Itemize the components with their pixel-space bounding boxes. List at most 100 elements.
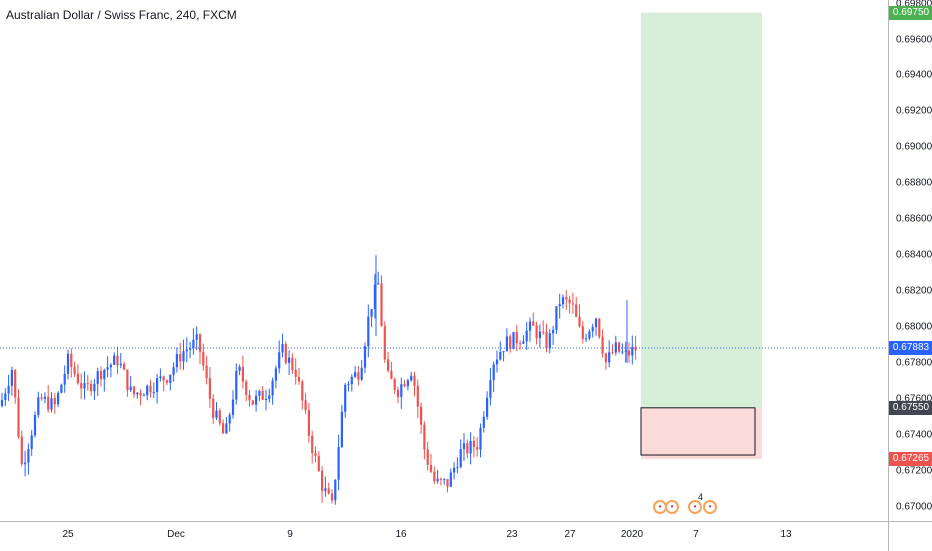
candle xyxy=(548,329,551,354)
candle xyxy=(525,321,528,351)
candle xyxy=(99,366,103,387)
price-tick-label: 0.69000 xyxy=(896,141,932,153)
candle xyxy=(222,419,225,434)
time-tick-label: 2020 xyxy=(620,529,644,540)
candle xyxy=(63,365,66,393)
chart-area[interactable]: Australian Dollar / Swiss Franc, 240, FX… xyxy=(0,0,888,521)
candle xyxy=(327,482,330,495)
candle xyxy=(165,379,169,386)
candle xyxy=(618,341,621,354)
candle xyxy=(367,304,370,358)
candle xyxy=(420,402,423,434)
candle xyxy=(301,379,304,410)
candle xyxy=(588,329,591,341)
price-tick-label: 0.69400 xyxy=(896,69,932,81)
candle xyxy=(212,394,215,424)
target-zone xyxy=(641,12,762,408)
candle xyxy=(136,391,139,399)
time-tick-label: 7 xyxy=(693,529,699,540)
candle xyxy=(476,437,479,457)
candle xyxy=(410,371,413,382)
candle xyxy=(20,430,23,467)
candle xyxy=(522,335,525,345)
candlestick-chart[interactable] xyxy=(0,0,888,521)
candle xyxy=(297,368,301,385)
candle xyxy=(146,384,149,401)
candle xyxy=(634,335,637,360)
candle xyxy=(228,412,231,432)
candle xyxy=(169,374,172,391)
price-tick-label: 0.68000 xyxy=(896,321,932,333)
time-tick-label: 23 xyxy=(506,529,518,540)
candle xyxy=(106,356,109,378)
price-tick-label: 0.67200 xyxy=(896,465,932,477)
candle xyxy=(43,392,46,404)
candle xyxy=(370,308,373,328)
candle xyxy=(76,364,79,385)
candle xyxy=(225,416,228,434)
candle xyxy=(519,340,522,350)
candle xyxy=(258,389,261,401)
candle xyxy=(245,379,248,402)
candle xyxy=(123,361,126,371)
candle xyxy=(390,361,393,380)
candle xyxy=(7,374,10,401)
candle xyxy=(321,466,324,503)
candle xyxy=(162,375,165,392)
candles xyxy=(0,255,637,505)
canada-flag-icon[interactable]: • xyxy=(688,500,702,514)
candle xyxy=(208,367,211,408)
candle xyxy=(96,367,99,396)
candle xyxy=(139,389,142,406)
candle xyxy=(502,351,505,362)
candle xyxy=(535,321,538,345)
event-count: 4 xyxy=(698,492,704,502)
candle xyxy=(103,368,106,392)
candle xyxy=(462,433,466,461)
candle xyxy=(469,432,472,465)
candle xyxy=(565,290,568,310)
candle xyxy=(50,392,53,413)
candle xyxy=(311,430,314,464)
time-tick-label: 25 xyxy=(62,529,74,540)
candle xyxy=(14,369,17,404)
candle xyxy=(40,393,43,401)
candle xyxy=(86,375,89,391)
candle xyxy=(205,355,208,385)
candle xyxy=(218,408,221,426)
candle xyxy=(347,381,350,392)
candle xyxy=(357,366,360,386)
candle xyxy=(268,388,271,403)
candle xyxy=(614,335,617,356)
candle xyxy=(278,340,281,374)
candle xyxy=(57,391,60,408)
candle xyxy=(126,369,129,397)
candle xyxy=(578,304,581,328)
price-axis[interactable]: 0.69800 0.69600 0.69400 0.69200 0.69000 0.688… xyxy=(888,0,932,521)
candle xyxy=(271,377,274,405)
candle xyxy=(591,323,594,338)
candle xyxy=(314,446,317,463)
candle xyxy=(175,347,178,373)
candle xyxy=(360,359,363,381)
candle xyxy=(179,342,182,370)
australia-flag-icon[interactable]: • xyxy=(665,500,679,514)
candle xyxy=(149,379,152,398)
candle xyxy=(156,373,159,404)
candle xyxy=(344,382,347,418)
candle xyxy=(406,378,409,391)
candle xyxy=(4,387,7,407)
australia-flag-icon[interactable]: • xyxy=(703,500,717,514)
candle xyxy=(66,349,70,380)
candle xyxy=(479,423,482,458)
candle xyxy=(192,328,195,355)
candle xyxy=(195,326,198,351)
candle xyxy=(446,479,449,493)
candle xyxy=(37,391,40,418)
candle xyxy=(545,323,548,353)
candle xyxy=(433,466,436,485)
candle xyxy=(373,273,376,319)
time-tick-label: Dec xyxy=(167,529,185,540)
time-axis[interactable]: 25 Dec 9 16 23 27 2020 7 13 xyxy=(0,521,888,551)
candle xyxy=(307,403,310,443)
